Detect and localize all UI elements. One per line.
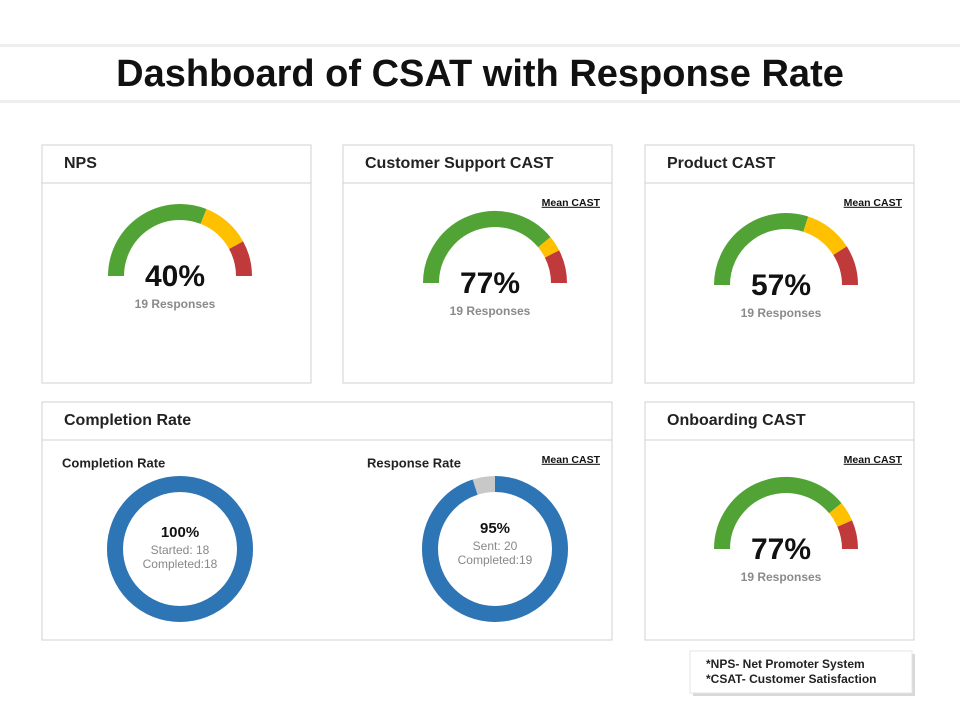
title-rule <box>0 100 960 103</box>
footnote-box <box>689 650 913 694</box>
gauge-caption: 19 Responses <box>135 297 216 311</box>
gauge-segment <box>714 213 809 286</box>
gauge-value: 40% <box>145 260 205 293</box>
gauge-segment <box>802 216 847 256</box>
gauge-caption: 19 Responses <box>450 304 531 318</box>
gauge-segment <box>837 520 858 550</box>
donut-line: Completed:19 <box>458 553 533 567</box>
panel-title: Product CAST <box>667 155 776 172</box>
title-rule <box>0 44 960 47</box>
panel <box>644 144 915 384</box>
gauge-segment <box>828 503 853 528</box>
page-title: Dashboard of CSAT with Response Rate <box>116 53 844 95</box>
gauge-caption: 19 Responses <box>741 306 822 320</box>
donut-value: 95% <box>480 520 510 537</box>
gauge-segment <box>228 241 252 277</box>
donut-line: Completed:18 <box>143 557 218 571</box>
donut-title: Response Rate <box>367 455 461 470</box>
gauge-segment <box>423 211 551 284</box>
panel <box>644 401 915 641</box>
panel-title: Customer Support CAST <box>365 155 554 172</box>
donut-arc <box>422 476 568 622</box>
legend: Mean CAST <box>542 454 601 466</box>
legend: Mean CAST <box>844 454 903 466</box>
gauge-segment <box>544 250 567 284</box>
legend: Mean CAST <box>542 197 601 209</box>
panel-title: Completion Rate <box>64 412 191 429</box>
legend: Mean CAST <box>844 197 903 209</box>
gauge-caption: 19 Responses <box>741 570 822 584</box>
gauge-segment <box>714 477 842 550</box>
panel-title: Onboarding CAST <box>667 412 806 429</box>
gauge-segment <box>538 237 560 258</box>
gauge-value: 77% <box>460 267 520 300</box>
donut-title: Completion Rate <box>62 455 165 470</box>
panel <box>41 144 312 384</box>
gauge-segment <box>833 246 858 286</box>
footnote: *CSAT- Customer Satisfaction <box>706 672 876 686</box>
donut-value: 100% <box>161 524 199 541</box>
gauge-value: 77% <box>751 533 811 566</box>
donut-line: Started: 18 <box>151 543 210 557</box>
panel-title: NPS <box>64 155 97 172</box>
footnote: *NPS- Net Promoter System <box>706 657 865 671</box>
gauge-segment <box>200 209 244 250</box>
gauge-value: 57% <box>751 269 811 302</box>
donut-line: Sent: 20 <box>473 539 518 553</box>
gauge-segment <box>108 204 207 277</box>
panel <box>342 144 613 384</box>
donut-arc <box>107 476 253 622</box>
